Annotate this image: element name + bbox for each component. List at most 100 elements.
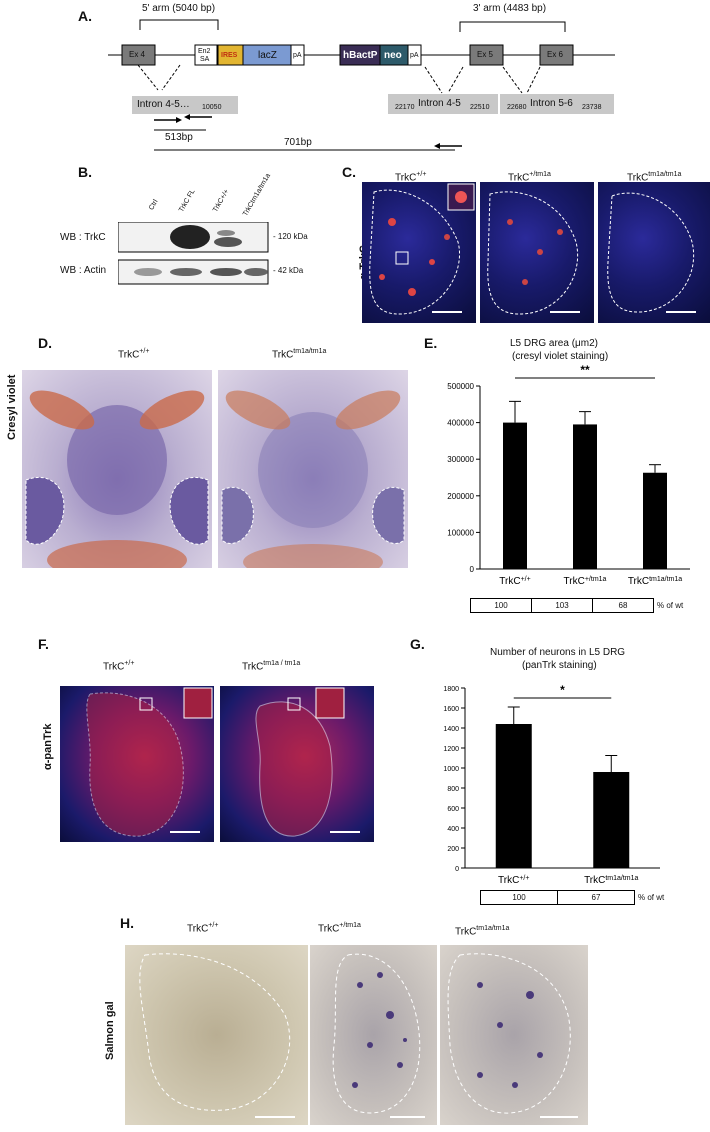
bar <box>643 472 667 569</box>
intron1-num: 10050 <box>202 104 222 111</box>
e-subtitle: (cresyl violet staining) <box>512 351 609 362</box>
h-image-2 <box>310 945 437 1125</box>
arm3-bracket <box>459 21 566 32</box>
c-image-3 <box>598 182 710 323</box>
x-tick-label: TrkC+/+ <box>499 576 530 588</box>
c-image-2 <box>480 182 594 323</box>
panel-h-label: H. <box>120 915 134 931</box>
y-tick-label: 200000 <box>447 492 474 501</box>
e-pct-2: 103 <box>531 598 593 613</box>
y-tick-label: 0 <box>455 866 459 873</box>
western-blot <box>118 222 269 285</box>
intron3-start: 22680 <box>507 104 527 111</box>
ires-label: IRES <box>221 52 238 59</box>
chart-g: 0 200 400 600 800 1000 1200 1400 1600 1800 TrkC+/+… <box>443 683 660 887</box>
g-pct-table: 100 67 % of wt <box>480 890 680 905</box>
c-col-2: TrkC+/tm1a <box>508 171 551 184</box>
intron1-box <box>132 96 238 114</box>
f-col-2: TrkCtm1a / tm1a <box>242 660 301 673</box>
pa1-label: pA <box>293 52 302 59</box>
intron2-end: 22510 <box>470 104 490 111</box>
y-tick-label: 600 <box>447 806 459 813</box>
e-pct-3: 68 <box>592 598 654 613</box>
h-side-label: Salmon gal <box>104 1001 116 1060</box>
pcr2-label: 701bp <box>284 137 312 148</box>
y-tick-label: 400000 <box>447 419 474 428</box>
f-side-label: α-panTrk <box>42 723 54 771</box>
pcr1-label: 513bp <box>165 132 193 143</box>
pa1-box <box>290 44 305 66</box>
lacz-label: lacZ <box>258 50 277 61</box>
bar <box>573 424 597 569</box>
y-tick-label: 0 <box>470 565 475 574</box>
y-tick-label: 100000 <box>447 528 474 537</box>
x-tick-label: TrkCtm1a/tm1a <box>628 576 682 588</box>
bar <box>593 772 630 868</box>
g-pct-2: 67 <box>557 890 635 905</box>
d-col-1: TrkC+/+ <box>118 348 150 361</box>
x-tick-label: TrkC+/+ <box>498 875 529 887</box>
ex6-box <box>539 44 574 66</box>
h-image-1 <box>125 945 308 1125</box>
pa2-label: pA <box>410 52 419 59</box>
e-pct-1: 100 <box>470 598 532 613</box>
panel-b-label: B. <box>78 164 92 180</box>
c-image-1 <box>362 182 476 323</box>
y-tick-label: 500000 <box>447 382 474 391</box>
significance-label: ** <box>580 364 590 377</box>
en2-box <box>194 44 218 66</box>
intron2-start: 22170 <box>395 104 415 111</box>
y-tick-label: 1400 <box>443 726 459 733</box>
intron1-label: Intron 4-5… <box>137 99 190 110</box>
arm5-bracket <box>139 19 219 30</box>
h-image-3 <box>440 945 588 1125</box>
panel-a-label: A. <box>78 8 92 24</box>
h-col-3: TrkCtm1a/tm1a <box>455 925 510 938</box>
intron3-label: Intron 5-6 <box>530 98 573 109</box>
e-pct-table: 100 103 68 % of wt <box>470 598 690 613</box>
c-col-1: TrkC+/+ <box>395 171 427 184</box>
x-tick-label: TrkCtm1a/tm1a <box>584 875 638 887</box>
y-tick-label: 1800 <box>443 686 459 693</box>
lane-label-3: TrkC+/+ <box>212 188 231 214</box>
significance-label: * <box>560 683 565 697</box>
panel-c-label: C. <box>342 164 356 180</box>
lane-label-2: TrkC FL <box>178 188 197 214</box>
wb2-label: WB : Actin <box>60 265 107 276</box>
panel-e-label: E. <box>424 335 438 351</box>
bar <box>503 422 527 569</box>
d-col-2: TrkCtm1a/tm1a <box>272 348 327 361</box>
en2-label: En2 <box>198 48 211 55</box>
pa2-box <box>407 44 422 66</box>
x-tick-label: TrkC+/tm1a <box>564 576 607 588</box>
h-col-2: TrkC+/tm1a <box>318 922 361 935</box>
g-pct-1: 100 <box>480 890 558 905</box>
c-col-3: TrkCtm1a/tm1a <box>627 171 682 184</box>
y-tick-label: 400 <box>447 826 459 833</box>
panel-g-label: G. <box>410 636 425 652</box>
f-image-2 <box>220 686 374 842</box>
y-tick-label: 200 <box>447 846 459 853</box>
e-pct-label: % of wt <box>657 601 684 610</box>
y-tick-label: 300000 <box>447 455 474 464</box>
intron3-box <box>500 94 614 114</box>
ex5-box <box>469 44 504 66</box>
d-image-2 <box>218 370 408 568</box>
y-tick-label: 1000 <box>443 766 459 773</box>
e-title: L5 DRG area (μm2) <box>510 338 599 349</box>
y-tick-label: 1600 <box>443 706 459 713</box>
ex5-label: Ex 5 <box>477 50 494 59</box>
lane-label-1: Ctrl <box>148 198 160 212</box>
neo-label: neo <box>384 50 402 61</box>
hbactp-label: hBactP <box>343 50 378 61</box>
y-tick-label: 800 <box>447 786 459 793</box>
intron2-box <box>388 94 498 114</box>
panel-f-label: F. <box>38 636 49 652</box>
d-image-1 <box>22 370 212 568</box>
f-image-1 <box>60 686 214 842</box>
ex4-label: Ex 4 <box>129 50 146 59</box>
panel-d-label: D. <box>38 335 52 351</box>
f-col-1: TrkC+/+ <box>103 660 135 673</box>
y-tick-label: 1200 <box>443 746 459 753</box>
